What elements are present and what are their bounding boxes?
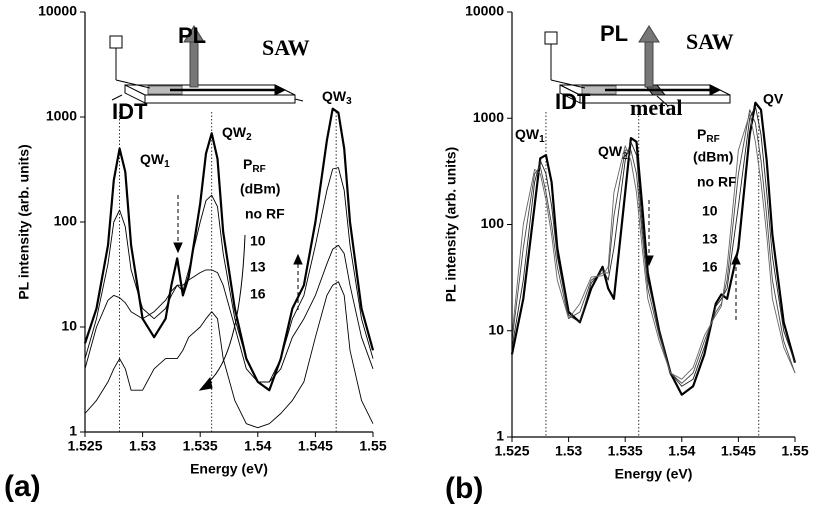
x-tick-label: 1.53 xyxy=(129,438,156,454)
legend-entry: no RF xyxy=(697,174,737,190)
x-tick-label: 1.545 xyxy=(298,438,333,454)
y-tick-label: 10 xyxy=(61,318,77,334)
legend-entry: 16 xyxy=(250,286,266,302)
inset-label: SAW xyxy=(262,35,310,60)
x-tick-label: 1.55 xyxy=(781,443,808,459)
inset-label: IDT xyxy=(112,99,148,124)
series-line xyxy=(84,167,374,383)
y-tick-label: 10000 xyxy=(465,3,504,19)
legend-unit: (dBm) xyxy=(240,181,280,197)
inset-label: PL xyxy=(178,23,206,48)
y-tick-label: 1000 xyxy=(473,109,504,125)
y-tick-label: 100 xyxy=(481,215,505,231)
inset-label: IDT xyxy=(555,89,591,114)
y-tick-label: 1000 xyxy=(46,108,77,124)
legend-entry: 10 xyxy=(250,233,266,249)
inset-label: metal xyxy=(630,95,683,120)
series-line xyxy=(83,107,375,392)
panel-label: (b) xyxy=(445,472,483,505)
y-tick-label: 1 xyxy=(69,423,77,439)
x-tick-label: 1.545 xyxy=(721,443,756,459)
y-tick-label: 1 xyxy=(496,428,504,444)
annotation: QW1 xyxy=(140,151,170,170)
legend-entry: 10 xyxy=(702,203,718,219)
x-tick-label: 1.53 xyxy=(555,443,582,459)
series-line xyxy=(511,113,796,380)
legend-entry: no RF xyxy=(245,206,285,222)
y-axis-label: PL intensity (arb. units) xyxy=(443,147,459,302)
y-axis-label: PL intensity (arb. units) xyxy=(16,144,32,299)
legend-entry: 13 xyxy=(250,259,266,275)
legend-title: PRF xyxy=(243,156,266,175)
series-line xyxy=(511,109,796,384)
y-tick-label: 10000 xyxy=(38,3,77,19)
inset-label: SAW xyxy=(686,29,734,54)
annotation: QV xyxy=(763,91,784,107)
x-tick-label: 1.525 xyxy=(494,443,529,459)
legend-unit: (dBm) xyxy=(693,149,733,165)
series-line xyxy=(84,281,374,429)
annotation: QW2 xyxy=(598,143,628,162)
x-axis-label: Energy (eV) xyxy=(615,466,693,482)
inset-a xyxy=(109,25,304,104)
y-tick-label: 100 xyxy=(54,213,78,229)
inset-label: PL xyxy=(600,21,628,46)
x-tick-label: 1.525 xyxy=(67,438,102,454)
annotation: QW1 xyxy=(515,126,545,145)
x-tick-label: 1.54 xyxy=(244,438,271,454)
series-line xyxy=(511,105,796,387)
annotation: QW3 xyxy=(322,88,352,107)
x-tick-label: 1.535 xyxy=(608,443,643,459)
x-tick-label: 1.55 xyxy=(359,438,386,454)
legend-title: PRF xyxy=(697,126,720,145)
y-tick-label: 10 xyxy=(488,321,504,337)
inset-b xyxy=(544,25,731,107)
x-tick-label: 1.54 xyxy=(668,443,695,459)
panel-label: (a) xyxy=(4,470,41,503)
series-line xyxy=(510,101,797,396)
legend-entry: 13 xyxy=(702,231,718,247)
x-tick-label: 1.535 xyxy=(183,438,218,454)
series-line xyxy=(84,244,374,383)
legend-entry: 16 xyxy=(702,259,718,275)
annotation: QW2 xyxy=(222,124,252,143)
x-axis-label: Energy (eV) xyxy=(190,461,268,477)
